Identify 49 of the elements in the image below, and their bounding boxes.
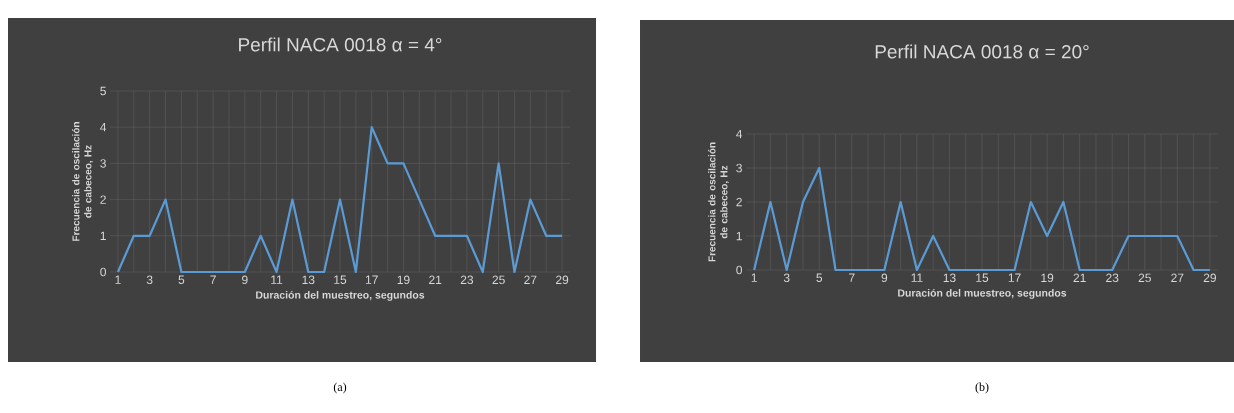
x-tick-label: 11	[271, 275, 283, 284]
x-tick-label: 11	[911, 273, 923, 282]
y-tick-label: 3	[100, 159, 106, 168]
x-tick-label: 19	[1041, 273, 1054, 283]
x-tick-label: 27	[1171, 273, 1184, 282]
x-tick-label: 7	[210, 275, 216, 284]
text: (b)	[975, 382, 989, 394]
x-tick-label: 17	[365, 275, 378, 284]
x-tick-label: 1	[115, 275, 121, 284]
y-tick-label: 4	[100, 123, 107, 132]
y-tick-label: 1	[100, 231, 106, 240]
x-tick-label: 3	[783, 273, 790, 283]
x-tick-label: 15	[976, 273, 989, 282]
y-axis-title: Frecuencia de oscilación de cabeceo, Hz	[708, 142, 729, 262]
x-tick-label: 15	[334, 275, 347, 284]
x-tick-label: 27	[524, 275, 537, 284]
text: (a)	[333, 382, 347, 394]
x-tick-label: 21	[1073, 273, 1086, 282]
x-tick-label: 23	[460, 275, 474, 285]
y-tick-label: 4	[736, 129, 743, 139]
x-tick-label: 7	[849, 273, 855, 282]
x-tick-label: 19	[397, 275, 410, 285]
x-axis-title: Duración del muestreo, segundos	[898, 288, 1067, 299]
x-axis-title: Duración del muestreo, segundos	[256, 290, 425, 301]
x-tick-label: 25	[492, 275, 505, 285]
chart-title: Perfil NACA 0018 α = 20°	[875, 44, 1089, 59]
y-tick-label: 1	[736, 231, 742, 241]
x-tick-label: 17	[1008, 273, 1021, 282]
x-tick-label: 1	[751, 273, 757, 282]
x-tick-label: 13	[302, 275, 315, 285]
y-tick-label: 0	[736, 265, 743, 275]
x-tick-label: 9	[881, 273, 888, 283]
y-tick-label: 5	[100, 86, 106, 96]
y-tick-label: 3	[736, 163, 742, 173]
y-tick-label: 0	[100, 267, 107, 277]
x-tick-label: 5	[178, 275, 185, 284]
chart-title: Perfil NACA 0018 α = 4°	[239, 37, 442, 52]
x-tick-label: 25	[1138, 273, 1151, 283]
y-tick-label: 2	[736, 197, 742, 207]
x-tick-label: 29	[1203, 273, 1216, 283]
x-tick-label: 13	[943, 273, 956, 283]
x-tick-label: 3	[146, 275, 153, 285]
x-tick-label: 23	[1106, 273, 1119, 283]
x-tick-label: 9	[242, 275, 248, 285]
x-tick-label: 29	[556, 275, 569, 285]
x-tick-label: 5	[816, 273, 823, 282]
y-tick-label: 2	[100, 195, 106, 204]
x-tick-label: 21	[429, 275, 442, 284]
y-axis-title: Frecuencia de oscilación de cabeceo, Hz	[72, 122, 93, 241]
